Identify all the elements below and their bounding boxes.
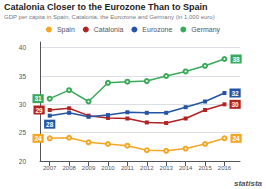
svg-text:20: 20 (19, 158, 27, 165)
svg-text:Spain: Spain (57, 26, 75, 34)
svg-text:24: 24 (34, 135, 42, 142)
svg-text:29: 29 (35, 107, 43, 114)
svg-text:32: 32 (231, 90, 239, 97)
svg-text:Catalonia Closer to the Eurozo: Catalonia Closer to the Eurozone Than to… (4, 2, 208, 12)
svg-text:2008: 2008 (62, 165, 76, 171)
svg-text:GDP per capita in Spain, Catal: GDP per capita in Spain, Catalonia, the … (4, 14, 215, 20)
svg-text:2007: 2007 (43, 165, 57, 171)
svg-text:40: 40 (19, 44, 27, 51)
svg-text:28: 28 (46, 121, 54, 128)
svg-text:24: 24 (232, 135, 240, 142)
svg-text:31: 31 (34, 95, 42, 102)
svg-text:30: 30 (19, 101, 27, 108)
svg-text:2015: 2015 (198, 165, 212, 171)
svg-text:2016: 2016 (218, 165, 232, 171)
svg-text:2014: 2014 (179, 165, 193, 171)
svg-text:2012: 2012 (140, 165, 154, 171)
svg-text:30: 30 (231, 101, 239, 108)
svg-text:statista: statista (234, 179, 263, 188)
svg-text:2009: 2009 (82, 165, 96, 171)
svg-text:35: 35 (19, 73, 27, 80)
svg-text:Germany: Germany (191, 26, 220, 34)
svg-text:2010: 2010 (101, 165, 115, 171)
svg-text:38: 38 (232, 56, 240, 63)
svg-text:25: 25 (19, 129, 27, 136)
svg-text:2011: 2011 (121, 165, 135, 171)
svg-text:2013: 2013 (160, 165, 174, 171)
svg-text:Catalonia: Catalonia (94, 26, 124, 33)
svg-text:Eurozone: Eurozone (142, 26, 172, 33)
